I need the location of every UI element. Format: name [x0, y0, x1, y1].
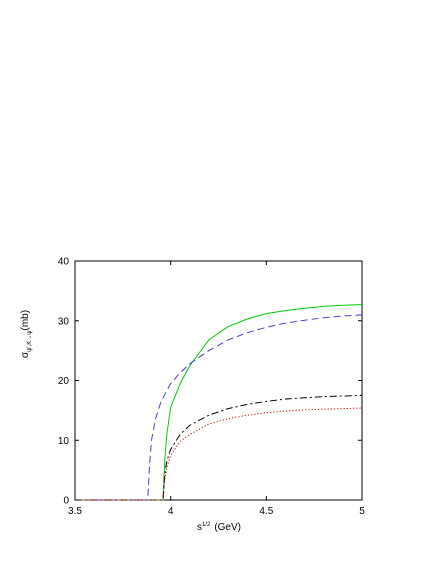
plot-frame: [74, 260, 363, 501]
series-line-dashed: [75, 314, 363, 501]
ticks-layer: 3.5 4 4.5 5 0 10 20 30 40: [58, 257, 365, 518]
x-tick-label: 5: [359, 506, 365, 517]
y-axis-label: σψ',K→ψ(mb): [20, 310, 33, 358]
series-line-solid: [75, 304, 363, 501]
x-tick-label: 4: [168, 506, 174, 517]
series-line-dotted: [75, 407, 363, 501]
x-axis-label-symbol: s: [197, 522, 202, 533]
x-axis-label: s1/2 (GeV): [197, 522, 241, 533]
y-axis-label-subscript: ψ',K→ψ: [27, 331, 33, 352]
y-tick-label: 40: [58, 257, 70, 268]
y-tick-label: 30: [58, 316, 70, 327]
series-layer: [75, 304, 363, 501]
y-tick-label: 0: [63, 496, 69, 507]
x-tick-label: 3.5: [68, 506, 82, 517]
y-tick-label: 10: [58, 436, 70, 447]
series-line-dashdot: [75, 394, 363, 501]
x-axis-label-superscript: 1/2: [202, 522, 211, 528]
x-axis-label-unit: (GeV): [214, 522, 241, 533]
x-tick-label: 4.5: [259, 506, 273, 517]
y-axis-label-symbol: σ: [20, 351, 31, 358]
y-tick-label: 20: [58, 376, 70, 387]
y-axis-label-unit: (mb): [20, 310, 31, 331]
